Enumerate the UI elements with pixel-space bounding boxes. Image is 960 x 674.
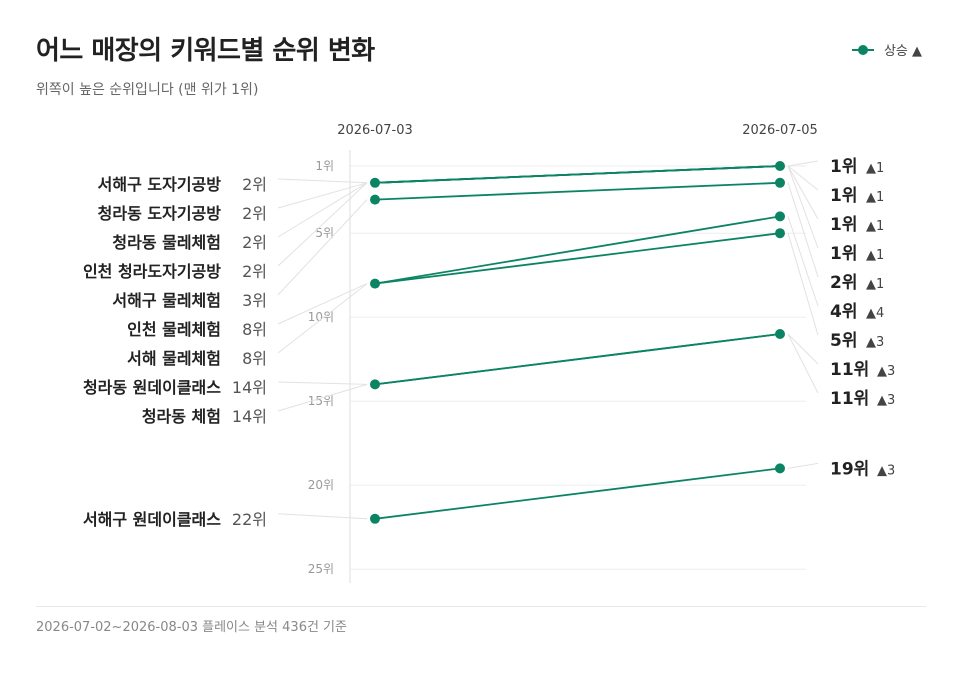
leader-line-right [787,233,819,336]
y-tick-label: 10위 [308,310,334,324]
start-rank-label: 8위 [242,320,267,339]
end-rank-label: 1위 [830,157,857,177]
series-name-label: 서해구 원데이클래스 [83,510,221,529]
leader-line-right [787,160,819,167]
y-tick-label: 1위 [315,159,334,173]
start-rank-label: 3위 [242,291,267,310]
rank-change-label: ▲1 [866,219,884,234]
start-rank-label: 2위 [242,233,267,252]
end-rank-label: 11위 [830,360,869,380]
footer-note: 2026-07-02~2026-08-03 플레이스 분석 436건 기준 [36,620,347,635]
leader-line-left [277,381,368,385]
leader-line-left [277,283,368,354]
rank-change-label: ▲1 [866,190,884,205]
legend-label: 상승 ▲ [883,44,922,59]
end-rank-label: 1위 [830,244,857,264]
legend: 상승 ▲ [851,40,922,59]
series-name-label: 인천 물레체험 [127,320,221,339]
start-rank-label: 2위 [242,262,267,281]
data-point-end [775,329,785,339]
data-point-end [775,177,785,188]
series-line [374,467,781,520]
slope-chart: 1위 5위 10위 15위 20위 25위 2026-07-03 2026-07-05 서해구 … [83,123,895,583]
rank-change-label: ▲4 [866,306,884,321]
y-tick-label: 25위 [308,562,334,576]
series-line [374,333,781,386]
start-rank-label: 14위 [232,378,267,397]
leader-line-right [787,333,819,365]
rank-change-label: ▲1 [866,248,884,263]
data-point-start [370,177,380,188]
end-rank-label: 1위 [830,186,857,206]
end-rank-label: 19위 [830,459,869,479]
legend-line-marker [851,44,874,55]
leader-line-right [787,165,819,220]
start-rank-label: 2위 [242,204,267,223]
leader-line-right [787,216,819,307]
leader-line-left [277,199,368,296]
end-rank-label: 1위 [830,215,857,235]
data-point-end [775,211,785,222]
leader-line-right [787,182,819,278]
data-point-start [370,278,380,289]
series-name-label: 청라동 체험 [142,407,221,426]
start-rank-label: 2위 [242,175,267,194]
data-point-end [775,161,785,171]
x-tick-label: 2026-07-03 [337,123,413,138]
leader-line-left [277,182,368,267]
leader-line-left [277,513,368,520]
y-tick-label: 5위 [315,226,334,240]
data-point-start [370,194,380,205]
start-rank-label: 8위 [242,349,267,368]
leader-line-left [277,182,368,209]
leader-line-right [787,462,819,469]
series-name-label: 청라동 원데이클래스 [83,378,221,397]
rank-change-label: ▲3 [866,335,884,350]
series-name-label: 서해 물레체험 [127,349,221,368]
leader-line-right [787,333,819,394]
y-tick-label: 15위 [308,394,334,408]
series-name-label: 서해구 물레체험 [112,291,221,310]
series-name-label: 청라동 물레체험 [112,233,221,252]
y-tick-label: 20위 [308,478,334,492]
leader-line-left [277,283,368,325]
leader-line-left [277,383,368,412]
data-point-start [370,513,380,524]
footer-divider [36,606,926,607]
series-line [374,165,781,184]
series-name-label: 인천 청라도자기공방 [83,262,221,281]
series-name-label: 서해구 도자기공방 [98,175,222,194]
data-point-end [775,228,785,239]
series-name-label: 청라동 도자기공방 [98,204,222,223]
start-rank-label: 22위 [232,510,267,529]
start-rank-label: 14위 [232,407,267,426]
leader-line-right [787,165,819,249]
rank-change-label: ▲3 [877,364,895,379]
end-rank-label: 5위 [830,331,857,351]
series-line [374,215,781,285]
series-line [374,232,781,285]
series-line [374,181,781,201]
leader-line-left [277,182,368,238]
end-rank-label: 4위 [830,302,857,322]
rank-change-label: ▲1 [866,277,884,292]
data-point-end [775,463,785,474]
rank-change-label: ▲3 [877,463,895,478]
leader-line-left [277,178,368,184]
data-point-start [370,379,380,390]
leader-line-right [787,165,819,191]
end-rank-label: 2위 [830,273,857,293]
rank-change-label: ▲1 [866,161,884,176]
chart-subtitle: 위쪽이 높은 순위입니다 (맨 위가 1위) [36,82,259,98]
chart-title: 어느 매장의 키워드별 순위 변화 [36,36,375,66]
end-rank-label: 11위 [830,389,869,409]
x-tick-label: 2026-07-05 [742,123,818,138]
rank-change-label: ▲3 [877,393,895,408]
